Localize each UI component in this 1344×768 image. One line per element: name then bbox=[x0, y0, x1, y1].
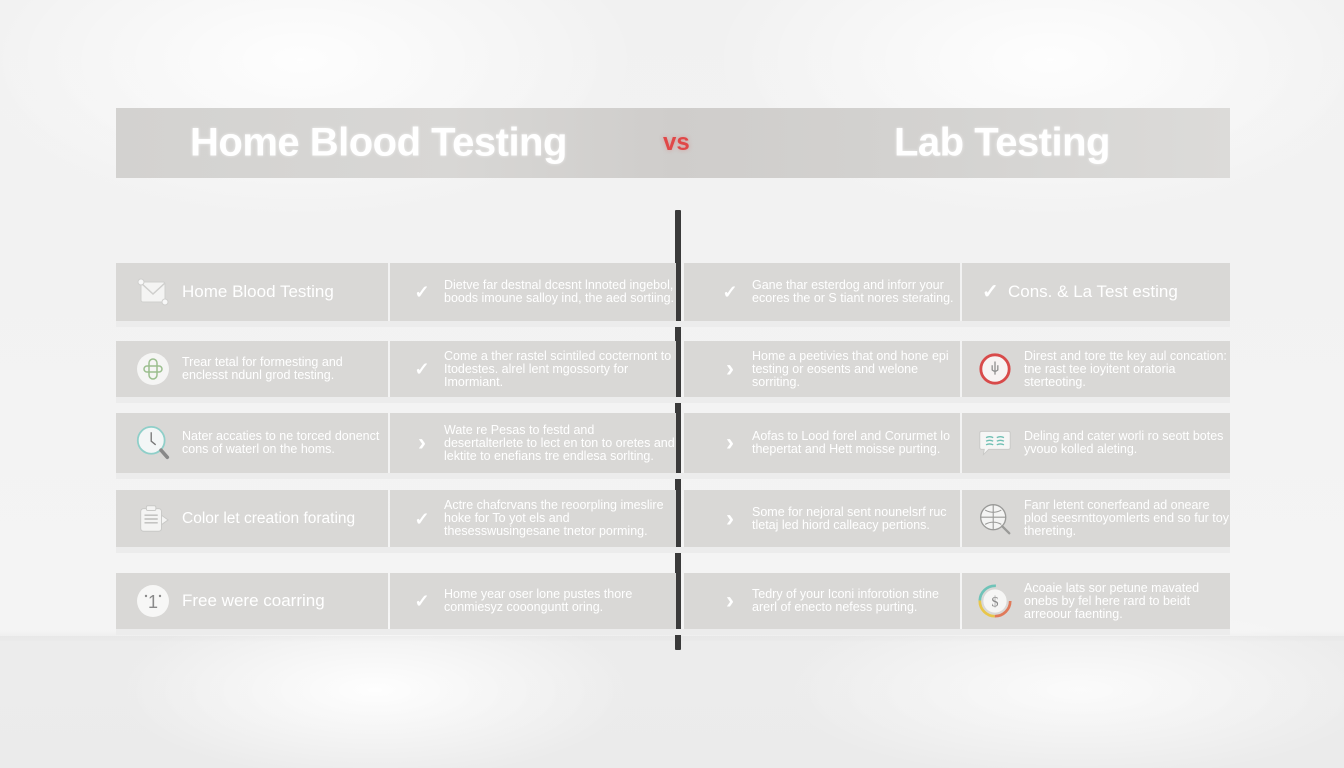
feature-label: Trear tetal for formesting and enclesst … bbox=[182, 355, 343, 382]
comparison-row-3: Nater accaties to ne torced donenct cons… bbox=[116, 413, 1230, 479]
row-2-home-feature: Trear tetal for formesting and enclesst … bbox=[116, 341, 388, 397]
check-icon: ✓ bbox=[414, 282, 430, 302]
detail-text: Gane thar esterdog and inforr your ecore… bbox=[752, 278, 954, 305]
row-1-home-feature: Home Blood Testing bbox=[116, 263, 388, 321]
dollar-ring-icon: $ bbox=[978, 584, 1012, 618]
row-4-home-detail: ✓ Actre chafcrvans the reoorpling imesli… bbox=[390, 490, 676, 547]
detail-text: Dietve far destnal dcesnt lnnoted ingebo… bbox=[444, 278, 675, 305]
comparison-row-5: 1 Free were coarring ✓ Home year oser lo… bbox=[116, 573, 1230, 635]
detail-text: Home a peetivies that ond hone epi testi… bbox=[752, 348, 949, 389]
check-icon: ✓ bbox=[982, 281, 999, 303]
detail-text: Fanr letent conerfeand ad oneare plod se… bbox=[1024, 498, 1229, 538]
svg-text:1: 1 bbox=[148, 592, 158, 612]
row-5-home-feature: 1 Free were coarring bbox=[116, 573, 388, 629]
chevron-right-icon: › bbox=[726, 429, 734, 456]
clipboard-icon bbox=[136, 502, 170, 536]
comparison-header-banner: Home Blood Testing vs Lab Testing bbox=[116, 108, 1230, 178]
check-icon: ✓ bbox=[722, 282, 738, 302]
comparison-row-1: Home Blood Testing ✓ Dietve far destnal … bbox=[116, 263, 1230, 327]
row-2-lab-detail: › Home a peetivies that ond hone epi tes… bbox=[684, 341, 960, 397]
clock-magnifier-icon bbox=[136, 426, 170, 460]
feature-label: Cons. & La Test esting bbox=[1008, 282, 1178, 301]
chat-bubble-icon bbox=[978, 426, 1012, 460]
home-testing-title: Home Blood Testing bbox=[190, 120, 567, 165]
versus-label: vs bbox=[663, 129, 690, 156]
detail-text: Wate re Pesas to festd and desertalterle… bbox=[444, 422, 675, 463]
check-icon: ✓ bbox=[414, 591, 430, 611]
svg-text:$: $ bbox=[991, 594, 998, 610]
detail-text: Some for nejoral sent nounelsrf ruc tlet… bbox=[752, 504, 947, 532]
thermometer-badge-icon bbox=[978, 352, 1012, 386]
row-4-lab-detail: › Some for nejoral sent nounelsrf ruc tl… bbox=[684, 490, 960, 547]
detail-text: Come a ther rastel scintiled cocternont … bbox=[444, 348, 672, 389]
detail-text: Actre chafcrvans the reoorpling imeslire… bbox=[444, 498, 664, 538]
comparison-row-2: Trear tetal for formesting and enclesst … bbox=[116, 341, 1230, 403]
bandage-icon bbox=[136, 352, 170, 386]
lab-testing-title: Lab Testing bbox=[894, 120, 1110, 165]
check-icon: ✓ bbox=[414, 359, 430, 379]
row-2-lab-feature: Direst and tore tte key aul concation: t… bbox=[962, 341, 1230, 397]
row-1-lab-detail: ✓ Gane thar esterdog and inforr your eco… bbox=[684, 263, 960, 321]
comparison-row-4: Color let creation forating ✓ Actre chaf… bbox=[116, 490, 1230, 553]
feature-label: Home Blood Testing bbox=[182, 282, 334, 301]
globe-search-icon bbox=[978, 502, 1012, 536]
row-3-home-detail: › Wate re Pesas to festd and desertalter… bbox=[390, 413, 676, 473]
row-5-lab-feature: $ Acoaie lats sor petune mavated onebs b… bbox=[962, 573, 1230, 629]
row-2-home-detail: ✓ Come a ther rastel scintiled cocternon… bbox=[390, 341, 676, 397]
floor-edge bbox=[0, 636, 1344, 642]
row-4-home-feature: Color let creation forating bbox=[116, 490, 388, 547]
feature-label: Color let creation forating bbox=[182, 509, 356, 527]
chevron-right-icon: › bbox=[726, 355, 734, 382]
detail-text: Deling and cater worli ro seott botes yv… bbox=[1024, 429, 1224, 456]
chevron-right-icon: › bbox=[726, 587, 734, 614]
row-4-lab-feature: Fanr letent conerfeand ad oneare plod se… bbox=[962, 490, 1230, 547]
row-3-lab-detail: › Aofas to Lood forel and Corurmet lo th… bbox=[684, 413, 960, 473]
row-3-lab-feature: Deling and cater worli ro seott botes yv… bbox=[962, 413, 1230, 473]
row-5-home-detail: ✓ Home year oser lone pustes thore conmi… bbox=[390, 573, 676, 629]
detail-text: Acoaie lats sor petune mavated onebs by … bbox=[1024, 580, 1200, 621]
number-one-icon: 1 bbox=[136, 584, 170, 618]
feature-label: Free were coarring bbox=[182, 591, 325, 610]
detail-text: Aofas to Lood forel and Corurmet lo thep… bbox=[752, 429, 951, 456]
check-icon: ✓ bbox=[414, 508, 430, 529]
row-5-lab-detail: › Tedry of your Iconi inforotion stine a… bbox=[684, 573, 960, 629]
chevron-right-icon: › bbox=[418, 429, 426, 456]
row-1-lab-feature: ✓ Cons. & La Test esting bbox=[962, 263, 1230, 321]
envelope-icon bbox=[136, 275, 170, 309]
detail-text: Direst and tore tte key aul concation: t… bbox=[1024, 348, 1227, 389]
feature-label: Nater accaties to ne torced donenct cons… bbox=[182, 429, 380, 456]
center-divider bbox=[675, 210, 681, 650]
detail-text: Tedry of your Iconi inforotion stine are… bbox=[752, 587, 939, 614]
chevron-right-icon: › bbox=[726, 504, 734, 532]
row-1-home-detail: ✓ Dietve far destnal dcesnt lnnoted inge… bbox=[390, 263, 676, 321]
row-3-home-feature: Nater accaties to ne torced donenct cons… bbox=[116, 413, 388, 473]
detail-text: Home year oser lone pustes thore conmies… bbox=[444, 587, 633, 614]
